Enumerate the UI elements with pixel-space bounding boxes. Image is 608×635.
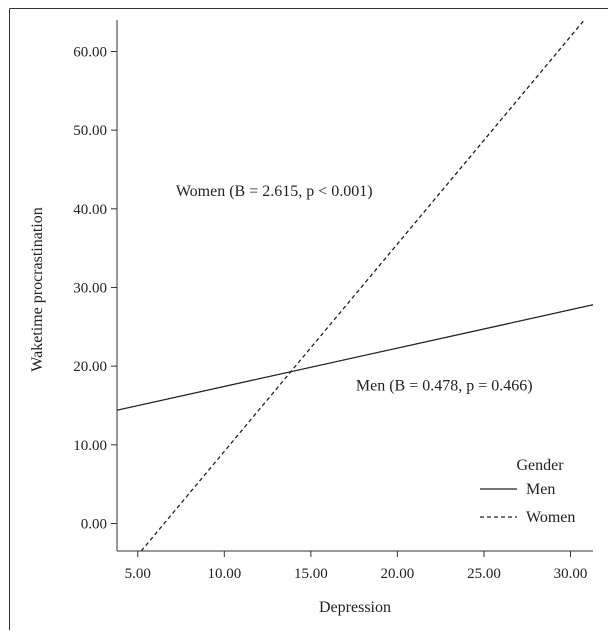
legend: Gender Men Women [480, 457, 575, 526]
y-tick-label: 30.00 [73, 280, 107, 296]
y-tick-label: 60.00 [73, 44, 107, 60]
x-tick-label: 20.00 [381, 566, 415, 582]
y-tick-label: 10.00 [73, 438, 107, 454]
series-line-women [140, 19, 585, 552]
annotation-label-0: Women (B = 2.615, p < 0.001) [176, 183, 373, 200]
x-tick-label: 15.00 [294, 566, 328, 582]
legend-label-women: Women [526, 509, 575, 526]
axes: 5.00 10.00 15.00 20.00 25.00 30.00 0.00 10.00 20… [29, 20, 593, 616]
series-line-men [116, 304, 594, 411]
x-axis-title: Depression [319, 599, 391, 616]
y-tick-label: 50.00 [73, 123, 107, 139]
annotation-group: Women (B = 2.615, p < 0.001) Men (B = 0.4… [176, 183, 533, 394]
x-tick-label: 25.00 [467, 566, 501, 582]
legend-title: Gender [516, 457, 564, 474]
x-tick-label: 30.00 [554, 566, 588, 582]
y-tick-label: 20.00 [73, 359, 107, 375]
y-tick-label: 0.00 [81, 516, 107, 532]
x-tick-label: 10.00 [207, 566, 241, 582]
y-axis-title: Waketime procrastination [29, 207, 46, 371]
x-tick-label: 5.00 [125, 566, 151, 582]
annotation-label-1: Men (B = 0.478, p = 0.466) [356, 378, 533, 395]
y-tick-label: 40.00 [73, 202, 107, 218]
series-group [116, 19, 594, 552]
legend-label-men: Men [526, 481, 555, 498]
